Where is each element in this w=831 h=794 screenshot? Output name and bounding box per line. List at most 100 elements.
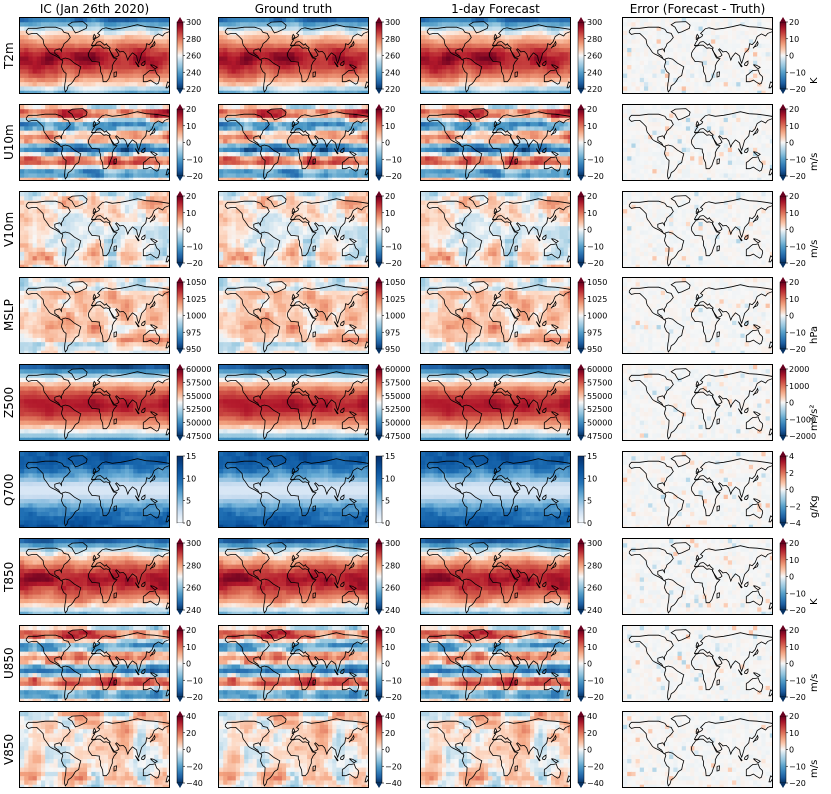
- field-cell: [235, 164, 241, 170]
- field-cell: [648, 60, 653, 66]
- field-cell: [513, 130, 519, 136]
- field-cell: [302, 113, 308, 119]
- field-cell: [99, 39, 105, 45]
- field-cell: [530, 130, 535, 136]
- field-cell: [311, 86, 317, 92]
- field-cell: [112, 152, 118, 157]
- field-cell: [328, 177, 333, 180]
- field-cell: [483, 156, 489, 162]
- field-cell: [454, 177, 460, 180]
- field-cell: [664, 77, 670, 83]
- field-cell: [500, 82, 506, 88]
- coastline: [142, 69, 161, 85]
- field-cell: [694, 90, 700, 93]
- field-cell: [664, 126, 670, 132]
- field-cell: [736, 47, 742, 53]
- field-cell: [723, 126, 729, 132]
- field-cell: [433, 169, 439, 175]
- field-cell: [365, 117, 368, 123]
- field-cell: [475, 177, 481, 180]
- field-cell: [162, 52, 168, 58]
- field-cell: [475, 139, 481, 145]
- field-cell: [727, 35, 733, 40]
- field-cell: [145, 117, 151, 123]
- field-cell: [458, 122, 464, 127]
- field-cell: [525, 156, 531, 162]
- field-cell: [559, 160, 565, 166]
- field-cell: [467, 139, 472, 145]
- field-cell: [467, 69, 472, 75]
- field-cell: [563, 35, 569, 40]
- field-cell: [643, 47, 649, 53]
- field-cell: [133, 134, 139, 140]
- field-cell: [627, 47, 632, 53]
- field-cell: [500, 130, 506, 136]
- field-cell: [681, 69, 687, 75]
- field-cell: [504, 169, 510, 175]
- field-cell: [328, 86, 333, 92]
- field-cell: [70, 105, 76, 110]
- colorbar-extend-top: [177, 17, 183, 22]
- field-cell: [425, 147, 430, 153]
- field-cell: [28, 177, 34, 180]
- field-cell: [765, 39, 771, 45]
- field-cell: [162, 90, 168, 93]
- field-cell: [286, 22, 291, 28]
- field-cell: [99, 139, 105, 145]
- field-cell: [277, 30, 283, 36]
- field-cell: [421, 113, 426, 119]
- field-cell: [555, 105, 561, 110]
- field-cell: [458, 177, 464, 180]
- field-cell: [719, 105, 725, 110]
- field-cell: [40, 164, 46, 170]
- field-cell: [517, 177, 523, 180]
- field-cell: [24, 169, 29, 175]
- field-cell: [129, 122, 134, 127]
- field-cell: [166, 160, 169, 166]
- field-cell: [227, 60, 233, 66]
- field-cell: [133, 73, 139, 79]
- field-cell: [525, 52, 531, 58]
- field-cell: [488, 22, 493, 28]
- field-cell: [24, 82, 29, 88]
- field-cell: [421, 69, 426, 75]
- field-cell: [732, 56, 737, 62]
- field-cell: [129, 173, 134, 179]
- field-cell: [525, 130, 531, 136]
- field-cell: [677, 90, 683, 93]
- field-cell: [120, 164, 126, 170]
- field-cell: [150, 139, 155, 145]
- field-cell: [365, 143, 368, 149]
- field-cell: [219, 18, 224, 23]
- field-cell: [563, 60, 569, 66]
- field-cell: [475, 152, 481, 157]
- field-cell: [421, 86, 426, 92]
- colorbar-extend-top: [578, 104, 584, 109]
- field-cell: [471, 65, 477, 70]
- field-cell: [496, 147, 502, 153]
- field-cell: [252, 143, 258, 149]
- coastline: [88, 44, 118, 83]
- field-cell: [349, 117, 354, 123]
- field-cell: [45, 18, 50, 23]
- field-cell: [441, 122, 447, 127]
- field-cell: [365, 164, 368, 170]
- field-cell: [40, 134, 46, 140]
- field-cell: [555, 117, 561, 123]
- field-cell: [162, 169, 168, 175]
- field-cell: [496, 169, 502, 175]
- field-cell: [154, 164, 160, 170]
- field-cell: [732, 90, 737, 93]
- field-cell: [706, 69, 712, 75]
- field-cell: [53, 126, 59, 132]
- field-cell: [740, 113, 746, 119]
- field-cell: [108, 109, 113, 115]
- field-cell: [307, 39, 312, 45]
- field-cell: [61, 77, 67, 83]
- field-cell: [256, 122, 262, 127]
- field-cell: [133, 90, 139, 93]
- field-cell: [112, 22, 118, 28]
- field-cell: [336, 18, 342, 23]
- field-cell: [690, 65, 695, 70]
